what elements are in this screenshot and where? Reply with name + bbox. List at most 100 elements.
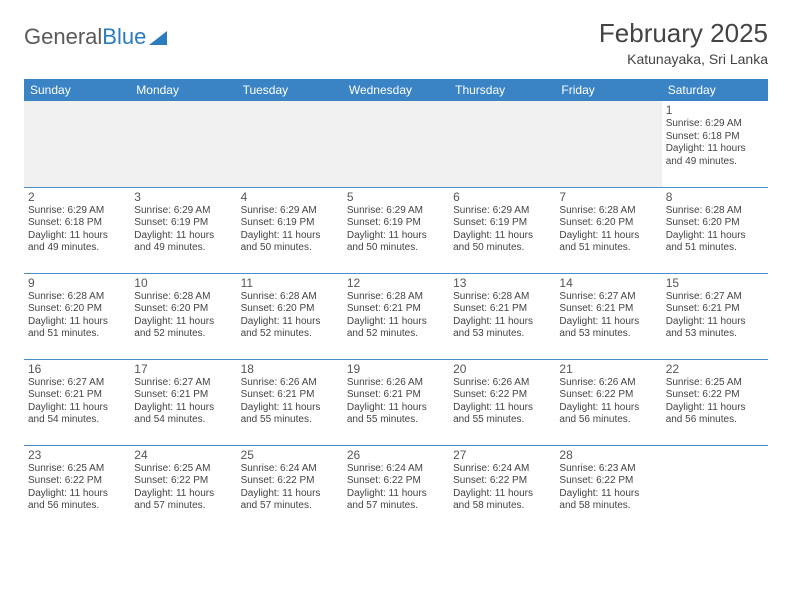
day-cell: 6Sunrise: 6:29 AMSunset: 6:19 PMDaylight… bbox=[449, 187, 555, 273]
sunset-text: Sunset: 6:21 PM bbox=[241, 389, 339, 402]
sunset-text: Sunset: 6:21 PM bbox=[28, 389, 126, 402]
day-cell: 1Sunrise: 6:29 AMSunset: 6:18 PMDaylight… bbox=[662, 101, 768, 187]
day-info: Sunrise: 6:27 AMSunset: 6:21 PMDaylight:… bbox=[28, 377, 126, 427]
day-info: Sunrise: 6:27 AMSunset: 6:21 PMDaylight:… bbox=[666, 291, 764, 341]
day-number: 2 bbox=[28, 190, 126, 204]
day-cell bbox=[555, 101, 661, 187]
day-cell: 3Sunrise: 6:29 AMSunset: 6:19 PMDaylight… bbox=[130, 187, 236, 273]
daylight-text: Daylight: 11 hours and 55 minutes. bbox=[347, 402, 445, 427]
daylight-text: Daylight: 11 hours and 49 minutes. bbox=[134, 230, 232, 255]
day-number: 25 bbox=[241, 448, 339, 462]
weekday-header-row: Sunday Monday Tuesday Wednesday Thursday… bbox=[24, 79, 768, 101]
day-number: 16 bbox=[28, 362, 126, 376]
sunset-text: Sunset: 6:19 PM bbox=[453, 217, 551, 230]
day-info: Sunrise: 6:26 AMSunset: 6:22 PMDaylight:… bbox=[453, 377, 551, 427]
day-cell: 17Sunrise: 6:27 AMSunset: 6:21 PMDayligh… bbox=[130, 359, 236, 445]
day-cell: 19Sunrise: 6:26 AMSunset: 6:21 PMDayligh… bbox=[343, 359, 449, 445]
daylight-text: Daylight: 11 hours and 50 minutes. bbox=[453, 230, 551, 255]
day-cell bbox=[662, 445, 768, 531]
daylight-text: Daylight: 11 hours and 50 minutes. bbox=[241, 230, 339, 255]
day-info: Sunrise: 6:24 AMSunset: 6:22 PMDaylight:… bbox=[241, 463, 339, 513]
day-cell: 2Sunrise: 6:29 AMSunset: 6:18 PMDaylight… bbox=[24, 187, 130, 273]
week-row: 9Sunrise: 6:28 AMSunset: 6:20 PMDaylight… bbox=[24, 273, 768, 359]
sunrise-text: Sunrise: 6:29 AM bbox=[347, 205, 445, 218]
day-number: 5 bbox=[347, 190, 445, 204]
day-info: Sunrise: 6:28 AMSunset: 6:20 PMDaylight:… bbox=[666, 205, 764, 255]
day-info: Sunrise: 6:25 AMSunset: 6:22 PMDaylight:… bbox=[28, 463, 126, 513]
day-info: Sunrise: 6:28 AMSunset: 6:20 PMDaylight:… bbox=[241, 291, 339, 341]
day-number: 14 bbox=[559, 276, 657, 290]
sunrise-text: Sunrise: 6:28 AM bbox=[134, 291, 232, 304]
sunset-text: Sunset: 6:21 PM bbox=[559, 303, 657, 316]
sunrise-text: Sunrise: 6:28 AM bbox=[666, 205, 764, 218]
day-number: 28 bbox=[559, 448, 657, 462]
sunset-text: Sunset: 6:21 PM bbox=[347, 303, 445, 316]
daylight-text: Daylight: 11 hours and 58 minutes. bbox=[559, 488, 657, 513]
day-number: 11 bbox=[241, 276, 339, 290]
day-info: Sunrise: 6:26 AMSunset: 6:21 PMDaylight:… bbox=[347, 377, 445, 427]
calendar-table: Sunday Monday Tuesday Wednesday Thursday… bbox=[24, 79, 768, 531]
sunrise-text: Sunrise: 6:24 AM bbox=[347, 463, 445, 476]
sunrise-text: Sunrise: 6:29 AM bbox=[241, 205, 339, 218]
daylight-text: Daylight: 11 hours and 52 minutes. bbox=[241, 316, 339, 341]
day-cell bbox=[449, 101, 555, 187]
daylight-text: Daylight: 11 hours and 57 minutes. bbox=[134, 488, 232, 513]
sunset-text: Sunset: 6:21 PM bbox=[453, 303, 551, 316]
sunset-text: Sunset: 6:19 PM bbox=[347, 217, 445, 230]
sunset-text: Sunset: 6:20 PM bbox=[134, 303, 232, 316]
day-cell: 7Sunrise: 6:28 AMSunset: 6:20 PMDaylight… bbox=[555, 187, 661, 273]
daylight-text: Daylight: 11 hours and 56 minutes. bbox=[28, 488, 126, 513]
sunrise-text: Sunrise: 6:23 AM bbox=[559, 463, 657, 476]
sunrise-text: Sunrise: 6:26 AM bbox=[347, 377, 445, 390]
day-number: 21 bbox=[559, 362, 657, 376]
brand-logo: GeneralBlue bbox=[24, 18, 167, 50]
sunrise-text: Sunrise: 6:28 AM bbox=[453, 291, 551, 304]
sunrise-text: Sunrise: 6:24 AM bbox=[453, 463, 551, 476]
sunrise-text: Sunrise: 6:27 AM bbox=[134, 377, 232, 390]
sunrise-text: Sunrise: 6:26 AM bbox=[559, 377, 657, 390]
day-number: 23 bbox=[28, 448, 126, 462]
sunset-text: Sunset: 6:21 PM bbox=[666, 303, 764, 316]
day-cell: 16Sunrise: 6:27 AMSunset: 6:21 PMDayligh… bbox=[24, 359, 130, 445]
day-info: Sunrise: 6:26 AMSunset: 6:22 PMDaylight:… bbox=[559, 377, 657, 427]
day-info: Sunrise: 6:29 AMSunset: 6:18 PMDaylight:… bbox=[28, 205, 126, 255]
sunset-text: Sunset: 6:22 PM bbox=[559, 389, 657, 402]
day-cell: 10Sunrise: 6:28 AMSunset: 6:20 PMDayligh… bbox=[130, 273, 236, 359]
day-cell bbox=[130, 101, 236, 187]
day-info: Sunrise: 6:24 AMSunset: 6:22 PMDaylight:… bbox=[453, 463, 551, 513]
sunrise-text: Sunrise: 6:26 AM bbox=[241, 377, 339, 390]
daylight-text: Daylight: 11 hours and 49 minutes. bbox=[666, 143, 764, 168]
day-cell: 15Sunrise: 6:27 AMSunset: 6:21 PMDayligh… bbox=[662, 273, 768, 359]
day-cell: 21Sunrise: 6:26 AMSunset: 6:22 PMDayligh… bbox=[555, 359, 661, 445]
day-info: Sunrise: 6:28 AMSunset: 6:20 PMDaylight:… bbox=[134, 291, 232, 341]
sunrise-text: Sunrise: 6:24 AM bbox=[241, 463, 339, 476]
sunset-text: Sunset: 6:22 PM bbox=[453, 475, 551, 488]
day-info: Sunrise: 6:29 AMSunset: 6:19 PMDaylight:… bbox=[347, 205, 445, 255]
sunrise-text: Sunrise: 6:28 AM bbox=[559, 205, 657, 218]
sunrise-text: Sunrise: 6:25 AM bbox=[28, 463, 126, 476]
day-number: 24 bbox=[134, 448, 232, 462]
calendar-body: 1Sunrise: 6:29 AMSunset: 6:18 PMDaylight… bbox=[24, 101, 768, 531]
daylight-text: Daylight: 11 hours and 52 minutes. bbox=[134, 316, 232, 341]
sunrise-text: Sunrise: 6:29 AM bbox=[28, 205, 126, 218]
sunset-text: Sunset: 6:22 PM bbox=[28, 475, 126, 488]
day-cell: 13Sunrise: 6:28 AMSunset: 6:21 PMDayligh… bbox=[449, 273, 555, 359]
day-number: 19 bbox=[347, 362, 445, 376]
sunrise-text: Sunrise: 6:27 AM bbox=[28, 377, 126, 390]
day-number: 9 bbox=[28, 276, 126, 290]
sunrise-text: Sunrise: 6:29 AM bbox=[453, 205, 551, 218]
week-row: 16Sunrise: 6:27 AMSunset: 6:21 PMDayligh… bbox=[24, 359, 768, 445]
sunset-text: Sunset: 6:18 PM bbox=[28, 217, 126, 230]
day-cell: 11Sunrise: 6:28 AMSunset: 6:20 PMDayligh… bbox=[237, 273, 343, 359]
day-info: Sunrise: 6:27 AMSunset: 6:21 PMDaylight:… bbox=[134, 377, 232, 427]
month-title: February 2025 bbox=[599, 18, 768, 49]
weekday-header: Wednesday bbox=[343, 79, 449, 101]
day-info: Sunrise: 6:29 AMSunset: 6:19 PMDaylight:… bbox=[134, 205, 232, 255]
daylight-text: Daylight: 11 hours and 54 minutes. bbox=[134, 402, 232, 427]
daylight-text: Daylight: 11 hours and 49 minutes. bbox=[28, 230, 126, 255]
day-number: 26 bbox=[347, 448, 445, 462]
day-cell: 5Sunrise: 6:29 AMSunset: 6:19 PMDaylight… bbox=[343, 187, 449, 273]
sunset-text: Sunset: 6:20 PM bbox=[241, 303, 339, 316]
day-number: 15 bbox=[666, 276, 764, 290]
sunrise-text: Sunrise: 6:27 AM bbox=[666, 291, 764, 304]
